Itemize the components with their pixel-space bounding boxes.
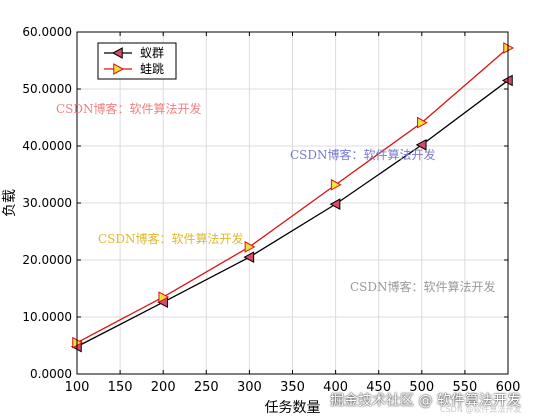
legend-item: 蛙跳	[104, 62, 164, 76]
x-tick-label: 250	[194, 380, 219, 395]
series-2	[72, 42, 515, 349]
x-tick-label: 450	[366, 380, 391, 395]
x-tick-label: 500	[409, 380, 434, 395]
credit-small-watermark: CSDN @软件算法开发	[440, 405, 522, 414]
y-tick-label: 30.0000	[22, 196, 72, 210]
data-point-marker	[243, 251, 255, 263]
legend-item: 蚁群	[104, 46, 164, 60]
legend-marker	[111, 47, 123, 59]
data-point-marker	[415, 139, 427, 151]
data-point-marker	[244, 241, 256, 253]
series-line	[76, 47, 509, 344]
data-point-marker	[330, 178, 342, 191]
y-axis-label: 负载	[2, 189, 18, 217]
y-tick-label: 50.0000	[22, 82, 72, 96]
y-tick-label: 60.0000	[22, 25, 72, 39]
legend-marker	[113, 63, 125, 75]
y-tick-label: 0.0000	[30, 367, 72, 381]
series-line	[76, 79, 509, 348]
series-layer	[70, 42, 515, 353]
x-tick-label: 400	[323, 380, 348, 395]
x-tick-label: 150	[108, 380, 133, 395]
series-1	[70, 74, 513, 353]
x-tick-label: 200	[151, 380, 176, 395]
legend-label: 蚁群	[140, 46, 164, 60]
data-point-marker	[158, 291, 170, 303]
x-tick-label: 300	[237, 380, 262, 395]
x-tick-label: 600	[496, 380, 521, 395]
x-tick-label: 550	[452, 380, 477, 395]
y-tick-label: 40.0000	[22, 139, 72, 153]
x-tick-label: 100	[65, 380, 90, 395]
x-tick-label: 350	[280, 380, 305, 395]
y-tick-label: 20.0000	[22, 253, 72, 267]
legend-label: 蛙跳	[140, 62, 164, 76]
data-point-marker	[417, 116, 428, 129]
axis-ticks: 100 150 200 250 300 350 400 450 500 550 600 0.0000 1…	[22, 25, 520, 395]
grid	[77, 32, 508, 374]
legend-box	[97, 42, 177, 80]
x-axis-label: 任务数量	[265, 400, 321, 416]
y-tick-label: 10.0000	[22, 310, 72, 324]
credit-watermark: 掘金技术社区 @ 软件算法开发	[330, 393, 521, 409]
data-point-marker	[329, 198, 341, 210]
